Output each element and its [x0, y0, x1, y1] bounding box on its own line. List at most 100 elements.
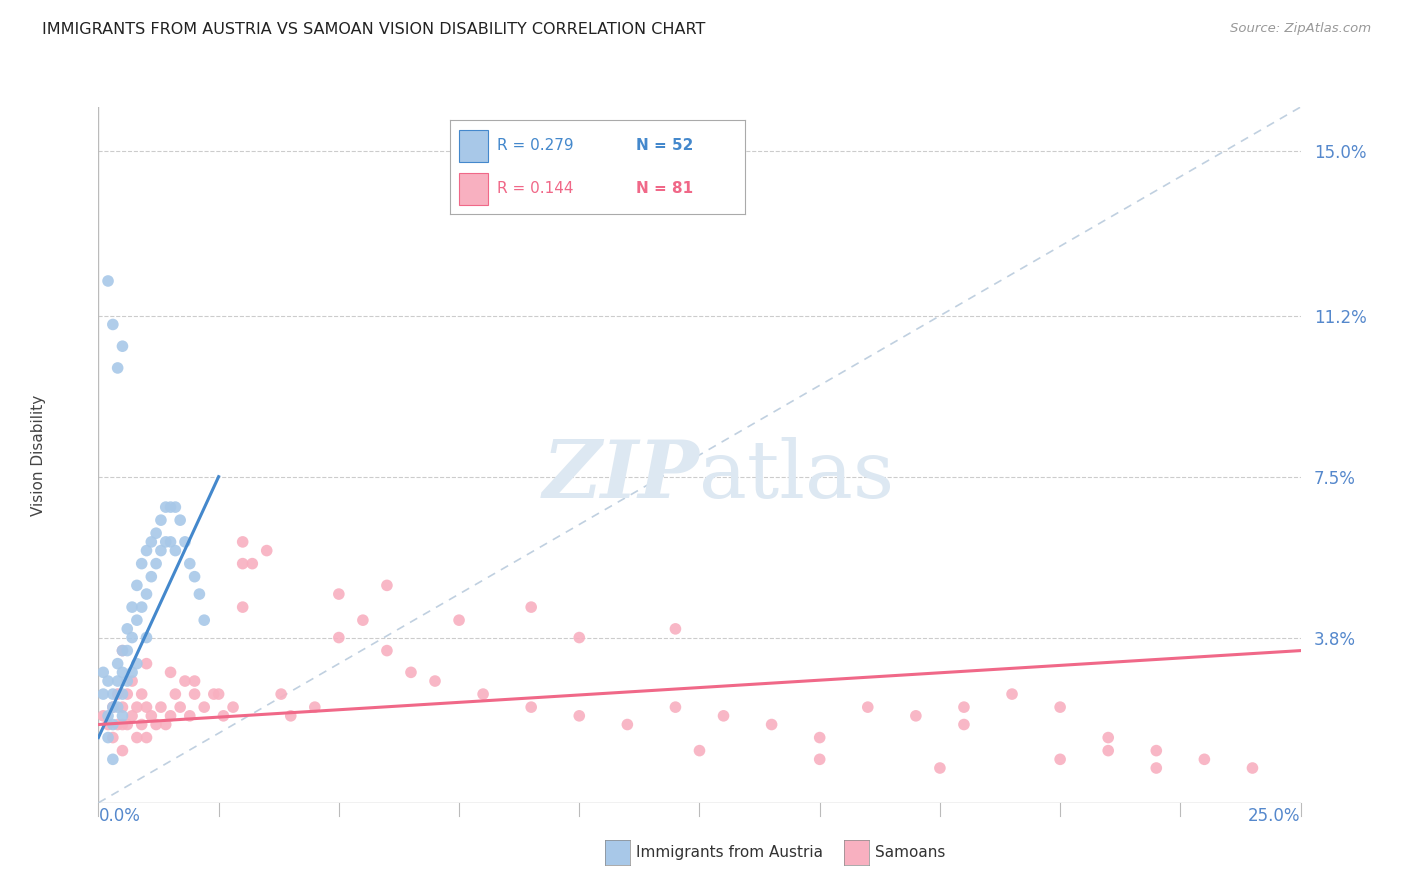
Point	[107, 700, 129, 714]
Point	[256, 543, 278, 558]
Point	[125, 700, 148, 714]
Point	[125, 578, 148, 592]
Point	[808, 752, 831, 766]
Point	[125, 731, 148, 745]
Text: 0.0%: 0.0%	[98, 807, 141, 825]
Point	[131, 717, 153, 731]
Point	[568, 631, 591, 645]
Point	[304, 700, 326, 714]
Point	[101, 717, 124, 731]
Text: ZIP: ZIP	[543, 437, 700, 515]
Point	[111, 643, 134, 657]
FancyBboxPatch shape	[458, 129, 488, 161]
Point	[101, 687, 124, 701]
Point	[232, 557, 254, 571]
Point	[155, 717, 177, 731]
Point	[232, 600, 254, 615]
Point	[131, 600, 153, 615]
Point	[149, 543, 172, 558]
Point	[520, 700, 543, 714]
Point	[664, 622, 686, 636]
Text: R = 0.144: R = 0.144	[498, 181, 574, 196]
Text: R = 0.279: R = 0.279	[498, 138, 574, 153]
Point	[928, 761, 950, 775]
Point	[904, 708, 927, 723]
Text: 25.0%: 25.0%	[1249, 807, 1301, 825]
Point	[375, 578, 398, 592]
Text: IMMIGRANTS FROM AUSTRIA VS SAMOAN VISION DISABILITY CORRELATION CHART: IMMIGRANTS FROM AUSTRIA VS SAMOAN VISION…	[42, 22, 706, 37]
Point	[135, 631, 157, 645]
Point	[135, 543, 157, 558]
Point	[101, 731, 124, 745]
Point	[1001, 687, 1024, 701]
Text: N = 52: N = 52	[636, 138, 693, 153]
Point	[193, 613, 215, 627]
Point	[169, 700, 191, 714]
Point	[135, 731, 157, 745]
Point	[141, 708, 163, 723]
Point	[183, 674, 205, 689]
Point	[117, 622, 139, 636]
Point	[131, 557, 153, 571]
Point	[1144, 744, 1167, 758]
Point	[953, 717, 976, 731]
Point	[447, 613, 470, 627]
Point	[101, 318, 124, 332]
Point	[101, 700, 124, 714]
Point	[159, 535, 181, 549]
Point	[856, 700, 879, 714]
Point	[568, 708, 591, 723]
Point	[145, 557, 167, 571]
Point	[111, 717, 134, 731]
Text: Samoans: Samoans	[875, 846, 945, 860]
Point	[472, 687, 495, 701]
Point	[222, 700, 245, 714]
Point	[91, 708, 114, 723]
Point	[1097, 744, 1119, 758]
Point	[125, 657, 148, 671]
Point	[689, 744, 711, 758]
Point	[111, 700, 134, 714]
Point	[212, 708, 235, 723]
Point	[1049, 752, 1071, 766]
Point	[399, 665, 422, 680]
Point	[97, 717, 120, 731]
Point	[117, 674, 139, 689]
Point	[179, 708, 201, 723]
Point	[141, 535, 163, 549]
Point	[165, 543, 187, 558]
Point	[240, 557, 263, 571]
Point	[121, 708, 143, 723]
Point	[125, 613, 148, 627]
Point	[183, 687, 205, 701]
Point	[713, 708, 735, 723]
Point	[169, 513, 191, 527]
Point	[135, 700, 157, 714]
Point	[953, 700, 976, 714]
Point	[179, 557, 201, 571]
Point	[188, 587, 211, 601]
Point	[174, 535, 197, 549]
Point	[91, 687, 114, 701]
Point	[159, 665, 181, 680]
Point	[111, 708, 134, 723]
Point	[111, 665, 134, 680]
Point	[107, 674, 129, 689]
Point	[97, 674, 120, 689]
Point	[155, 535, 177, 549]
Point	[111, 643, 134, 657]
Point	[121, 631, 143, 645]
Point	[1241, 761, 1264, 775]
Point	[101, 752, 124, 766]
Point	[808, 731, 831, 745]
Point	[111, 687, 134, 701]
Text: Source: ZipAtlas.com: Source: ZipAtlas.com	[1230, 22, 1371, 36]
Point	[520, 600, 543, 615]
Point	[375, 643, 398, 657]
Point	[165, 500, 187, 514]
Point	[135, 587, 157, 601]
Point	[155, 500, 177, 514]
Point	[131, 687, 153, 701]
Point	[165, 687, 187, 701]
Point	[280, 708, 302, 723]
